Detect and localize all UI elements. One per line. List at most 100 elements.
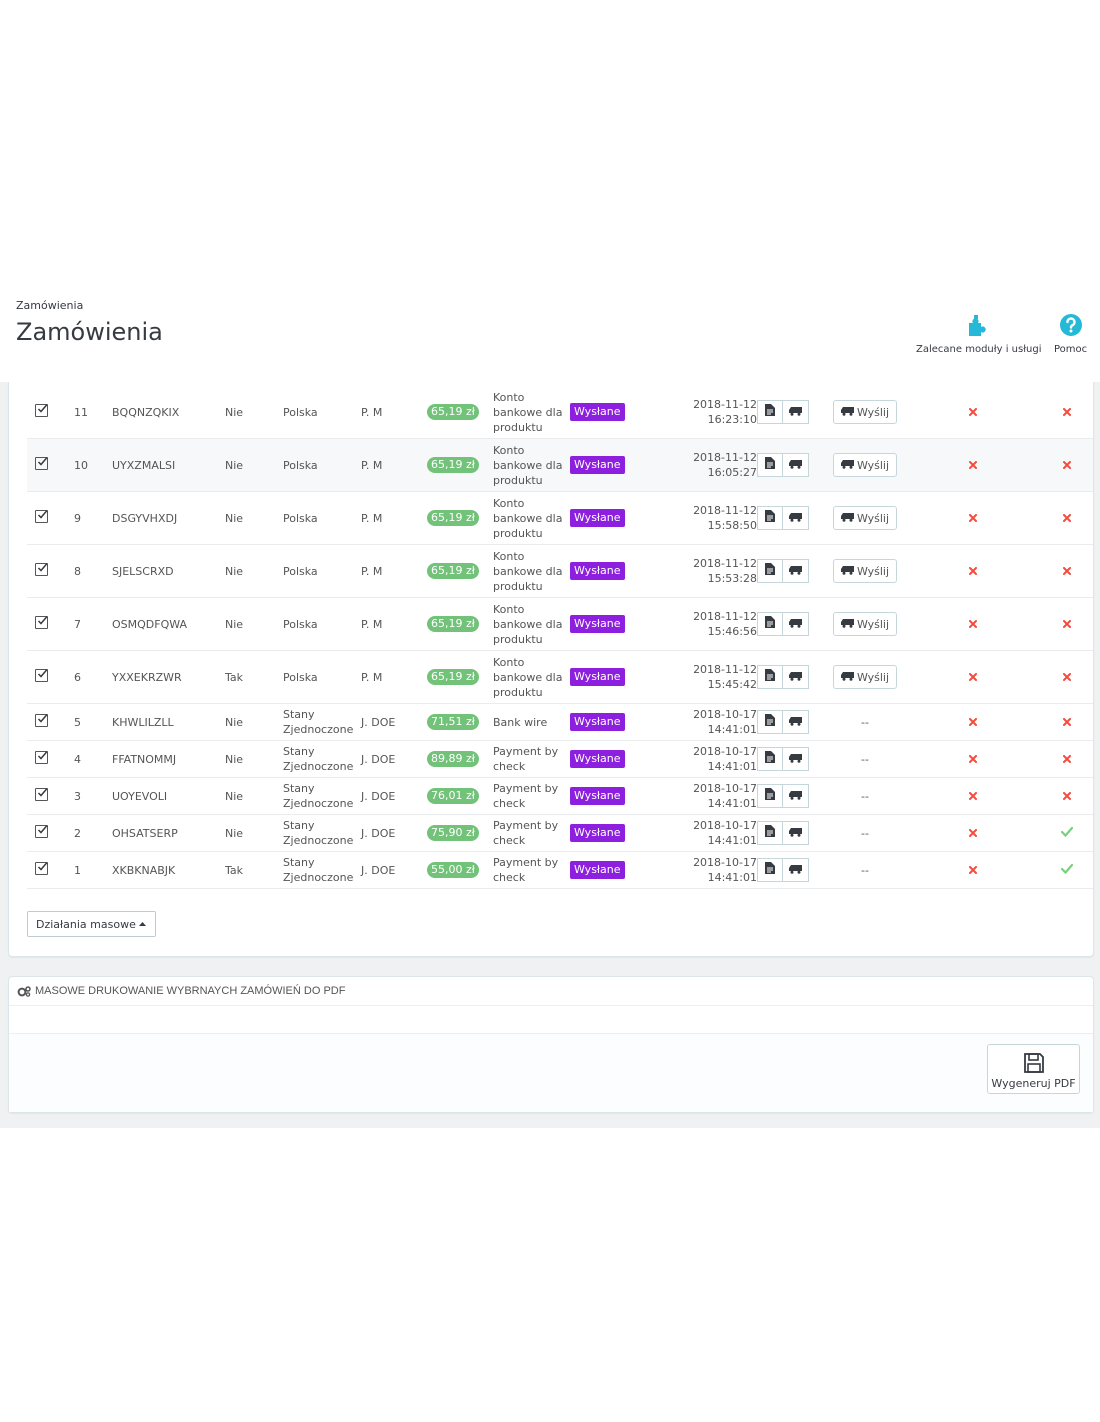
invoice-button[interactable] bbox=[757, 506, 783, 530]
cross-icon[interactable] bbox=[1063, 406, 1071, 419]
send-button[interactable]: Wyślij bbox=[832, 559, 898, 583]
table-row[interactable]: 7 OSMQDFQWA Nie Polska P. M 65,19 zł Konto ban… bbox=[27, 597, 1093, 651]
cross-icon[interactable] bbox=[1063, 753, 1071, 766]
row-checkbox[interactable] bbox=[35, 668, 48, 682]
invoice-button[interactable] bbox=[757, 710, 783, 734]
cross-icon[interactable] bbox=[969, 864, 977, 877]
invoice-button[interactable] bbox=[757, 400, 783, 424]
truck-icon bbox=[840, 405, 857, 420]
delivery-slip-button[interactable] bbox=[783, 506, 809, 530]
cross-icon[interactable] bbox=[969, 753, 977, 766]
order-date: 2018-10-17 14:41:01 bbox=[632, 703, 757, 741]
invoice-button[interactable] bbox=[757, 665, 783, 689]
delivery-slip-button[interactable] bbox=[783, 400, 809, 424]
table-row[interactable]: 8 SJELSCRXD Nie Polska P. M 65,19 zł Konto ban… bbox=[27, 544, 1093, 598]
send-button[interactable]: Wyślij bbox=[832, 612, 898, 636]
cross-icon[interactable] bbox=[969, 459, 977, 472]
row-checkbox[interactable] bbox=[35, 615, 48, 629]
cross-icon[interactable] bbox=[969, 565, 977, 578]
cross-icon[interactable] bbox=[1063, 790, 1071, 803]
status-badge[interactable]: Wysłane bbox=[570, 615, 625, 633]
cross-icon[interactable] bbox=[1063, 716, 1071, 729]
order-id: 11 bbox=[67, 386, 112, 439]
send-label: Wyślij bbox=[856, 405, 890, 419]
table-row[interactable]: 10 UYXZMALSI Nie Polska P. M 65,19 zł Konto ba… bbox=[27, 438, 1093, 492]
status-badge[interactable]: Wysłane bbox=[570, 750, 625, 768]
row-checkbox[interactable] bbox=[35, 824, 48, 838]
status-badge[interactable]: Wysłane bbox=[570, 824, 625, 842]
cross-icon[interactable] bbox=[1063, 565, 1071, 578]
status-badge[interactable]: Wysłane bbox=[570, 456, 625, 474]
delivery-slip-button[interactable] bbox=[783, 612, 809, 636]
breadcrumb[interactable]: Zamówienia bbox=[16, 299, 84, 312]
delivery-slip-button[interactable] bbox=[783, 710, 809, 734]
payment-method: Bank wire bbox=[493, 703, 570, 741]
table-row[interactable]: 3 UOYEVOLI Nie Stany Zjednoczone J. DOE 76,01… bbox=[27, 777, 1093, 815]
order-total: 76,01 zł bbox=[427, 788, 479, 804]
cross-icon[interactable] bbox=[969, 406, 977, 419]
invoice-button[interactable] bbox=[757, 858, 783, 882]
bulk-actions-button[interactable]: Działania masowe bbox=[27, 911, 156, 937]
row-checkbox[interactable] bbox=[35, 403, 48, 417]
delivery-country: Stany Zjednoczone bbox=[283, 851, 361, 889]
status-badge[interactable]: Wysłane bbox=[570, 403, 625, 421]
send-button[interactable]: Wyślij bbox=[832, 400, 898, 424]
delivery-slip-button[interactable] bbox=[783, 453, 809, 477]
delivery-slip-button[interactable] bbox=[783, 747, 809, 771]
row-checkbox[interactable] bbox=[35, 562, 48, 576]
table-row[interactable]: 4 FFATNOMMJ Nie Stany Zjednoczone J. DOE 89,8… bbox=[27, 740, 1093, 778]
status-badge[interactable]: Wysłane bbox=[570, 713, 625, 731]
delivery-slip-button[interactable] bbox=[783, 784, 809, 808]
cross-icon[interactable] bbox=[1063, 618, 1071, 631]
invoice-button[interactable] bbox=[757, 453, 783, 477]
cross-icon[interactable] bbox=[1063, 459, 1071, 472]
file-icon bbox=[765, 457, 775, 473]
table-row[interactable]: 9 DSGYVHXDJ Nie Polska P. M 65,19 zł Konto ban… bbox=[27, 491, 1093, 545]
row-checkbox[interactable] bbox=[35, 861, 48, 875]
send-button[interactable]: Wyślij bbox=[832, 665, 898, 689]
cross-icon[interactable] bbox=[1063, 671, 1071, 684]
cross-icon[interactable] bbox=[969, 716, 977, 729]
row-checkbox[interactable] bbox=[35, 787, 48, 801]
recommended-modules-button[interactable]: Zalecane moduły i usługi bbox=[916, 312, 1042, 355]
row-checkbox[interactable] bbox=[35, 456, 48, 470]
cross-icon[interactable] bbox=[969, 671, 977, 684]
row-checkbox[interactable] bbox=[35, 750, 48, 764]
send-button[interactable]: Wyślij bbox=[832, 506, 898, 530]
cross-icon[interactable] bbox=[969, 790, 977, 803]
row-checkbox[interactable] bbox=[35, 713, 48, 727]
table-row[interactable]: 2 OHSATSERP Nie Stany Zjednoczone J. DOE 75,9… bbox=[27, 814, 1093, 852]
truck-icon bbox=[840, 617, 857, 632]
invoice-button[interactable] bbox=[757, 747, 783, 771]
delivery-slip-button[interactable] bbox=[783, 665, 809, 689]
send-button[interactable]: Wyślij bbox=[832, 453, 898, 477]
customer-name: P. M bbox=[361, 386, 427, 439]
status-badge[interactable]: Wysłane bbox=[570, 562, 625, 580]
help-button[interactable]: Pomoc bbox=[1054, 312, 1087, 355]
invoice-button[interactable] bbox=[757, 784, 783, 808]
status-badge[interactable]: Wysłane bbox=[570, 861, 625, 879]
cross-icon[interactable] bbox=[1063, 512, 1071, 525]
cross-icon[interactable] bbox=[969, 618, 977, 631]
order-date: 2018-10-17 14:41:01 bbox=[632, 740, 757, 778]
delivery-slip-button[interactable] bbox=[783, 821, 809, 845]
table-row[interactable]: 11 BQQNZQKIX Nie Polska P. M 65,19 zł Konto ba… bbox=[27, 386, 1093, 439]
table-row[interactable]: 6 YXXEKRZWR Tak Polska P. M 65,19 zł Konto ban… bbox=[27, 650, 1093, 704]
order-id: 5 bbox=[67, 703, 112, 741]
invoice-button[interactable] bbox=[757, 612, 783, 636]
status-badge[interactable]: Wysłane bbox=[570, 509, 625, 527]
status-badge[interactable]: Wysłane bbox=[570, 787, 625, 805]
check-icon[interactable] bbox=[1060, 826, 1074, 840]
status-badge[interactable]: Wysłane bbox=[570, 668, 625, 686]
invoice-button[interactable] bbox=[757, 821, 783, 845]
invoice-button[interactable] bbox=[757, 559, 783, 583]
check-icon[interactable] bbox=[1060, 863, 1074, 877]
table-row[interactable]: 1 XKBKNABJK Tak Stany Zjednoczone J. DOE 55,0… bbox=[27, 851, 1093, 889]
generate-pdf-button[interactable]: Wygeneruj PDF bbox=[987, 1044, 1080, 1094]
delivery-slip-button[interactable] bbox=[783, 559, 809, 583]
cross-icon[interactable] bbox=[969, 827, 977, 840]
cross-icon[interactable] bbox=[969, 512, 977, 525]
delivery-slip-button[interactable] bbox=[783, 858, 809, 882]
row-checkbox[interactable] bbox=[35, 509, 48, 523]
table-row[interactable]: 5 KHWLILZLL Nie Stany Zjednoczone J. DOE 71,5… bbox=[27, 703, 1093, 741]
